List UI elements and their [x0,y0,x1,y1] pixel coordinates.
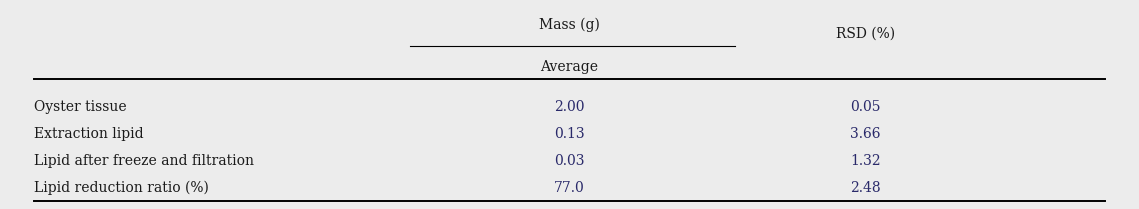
Text: RSD (%): RSD (%) [836,27,895,40]
Text: Lipid after freeze and filtration: Lipid after freeze and filtration [34,154,254,168]
Text: Mass (g): Mass (g) [539,18,600,32]
Text: Oyster tissue: Oyster tissue [34,100,126,113]
Text: 0.13: 0.13 [555,127,584,141]
Text: 3.66: 3.66 [851,127,880,141]
Text: 0.05: 0.05 [851,100,880,113]
Text: 2.48: 2.48 [851,181,880,195]
Text: 1.32: 1.32 [851,154,880,168]
Text: 77.0: 77.0 [555,181,584,195]
Text: Lipid reduction ratio (%): Lipid reduction ratio (%) [34,181,210,195]
Text: 0.03: 0.03 [555,154,584,168]
Text: 2.00: 2.00 [555,100,584,113]
Text: Extraction lipid: Extraction lipid [34,127,144,141]
Text: Average: Average [541,60,598,74]
